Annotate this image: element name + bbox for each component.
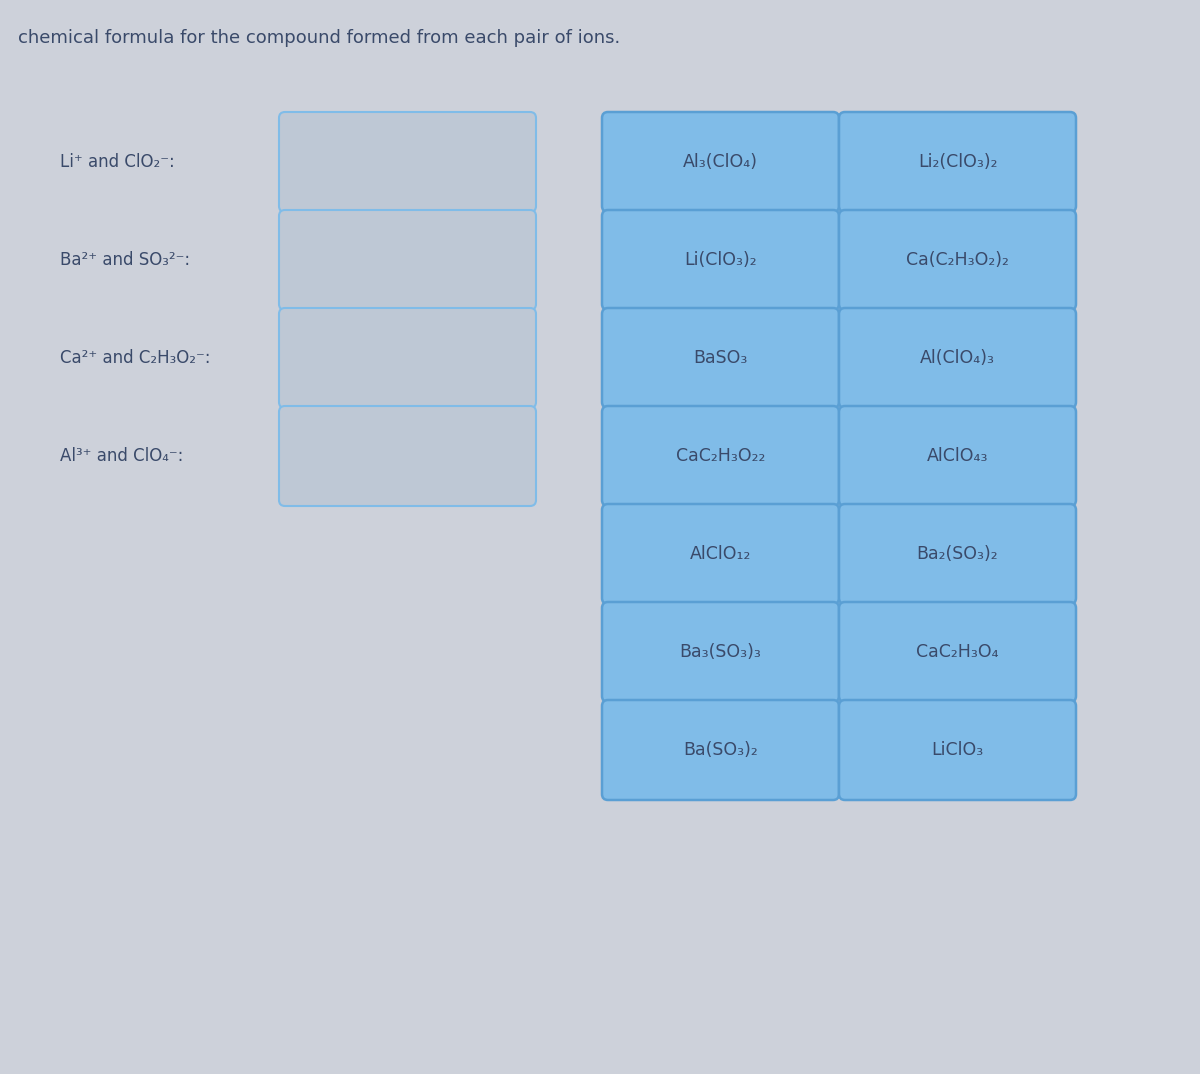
- Text: Al³⁺ and ClO₄⁻:: Al³⁺ and ClO₄⁻:: [60, 447, 184, 465]
- Text: Al(ClO₄)₃: Al(ClO₄)₃: [920, 349, 995, 367]
- Text: Ba₂(SO₃)₂: Ba₂(SO₃)₂: [917, 545, 998, 563]
- FancyBboxPatch shape: [602, 603, 839, 702]
- FancyBboxPatch shape: [839, 308, 1076, 408]
- FancyBboxPatch shape: [602, 406, 839, 506]
- FancyBboxPatch shape: [602, 700, 839, 800]
- Text: Al₃(ClO₄): Al₃(ClO₄): [683, 153, 758, 171]
- FancyBboxPatch shape: [278, 406, 536, 506]
- Text: LiClO₃: LiClO₃: [931, 741, 984, 759]
- FancyBboxPatch shape: [839, 112, 1076, 212]
- FancyBboxPatch shape: [602, 308, 839, 408]
- FancyBboxPatch shape: [839, 211, 1076, 310]
- Text: AlClO₄₃: AlClO₄₃: [926, 447, 989, 465]
- Text: Ba₃(SO₃)₃: Ba₃(SO₃)₃: [679, 643, 762, 661]
- FancyBboxPatch shape: [278, 308, 536, 408]
- Text: Ca²⁺ and C₂H₃O₂⁻:: Ca²⁺ and C₂H₃O₂⁻:: [60, 349, 210, 367]
- Text: CaC₂H₃O₄: CaC₂H₃O₄: [916, 643, 998, 661]
- Text: Ba²⁺ and SO₃²⁻:: Ba²⁺ and SO₃²⁻:: [60, 251, 190, 268]
- Text: BaSO₃: BaSO₃: [694, 349, 748, 367]
- FancyBboxPatch shape: [839, 603, 1076, 702]
- FancyBboxPatch shape: [602, 504, 839, 604]
- Text: Li₂(ClO₃)₂: Li₂(ClO₃)₂: [918, 153, 997, 171]
- FancyBboxPatch shape: [839, 406, 1076, 506]
- Text: Ca(C₂H₃O₂)₂: Ca(C₂H₃O₂)₂: [906, 251, 1009, 268]
- Text: Li⁺ and ClO₂⁻:: Li⁺ and ClO₂⁻:: [60, 153, 175, 171]
- FancyBboxPatch shape: [602, 112, 839, 212]
- FancyBboxPatch shape: [839, 504, 1076, 604]
- FancyBboxPatch shape: [278, 112, 536, 212]
- FancyBboxPatch shape: [839, 700, 1076, 800]
- FancyBboxPatch shape: [602, 211, 839, 310]
- Text: Li(ClO₃)₂: Li(ClO₃)₂: [684, 251, 757, 268]
- Text: CaC₂H₃O₂₂: CaC₂H₃O₂₂: [676, 447, 766, 465]
- Text: Ba(SO₃)₂: Ba(SO₃)₂: [683, 741, 758, 759]
- Text: chemical formula for the compound formed from each pair of ions.: chemical formula for the compound formed…: [18, 29, 620, 47]
- Text: AlClO₁₂: AlClO₁₂: [690, 545, 751, 563]
- FancyBboxPatch shape: [278, 211, 536, 310]
